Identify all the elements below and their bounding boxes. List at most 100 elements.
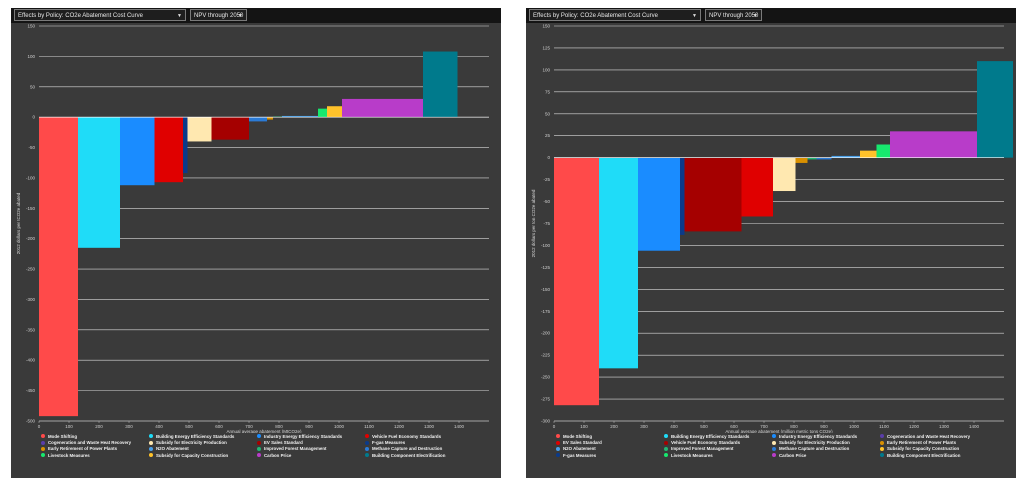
bar-vehicle-fuel-economy-standards[interactable] [684, 157, 742, 232]
x-tick-label: 200 [610, 424, 618, 429]
legend-item[interactable]: N2O Abatement [149, 446, 254, 452]
x-tick-label: 1300 [939, 424, 950, 429]
bar-industry-energy-efficiency-standards[interactable] [120, 117, 155, 186]
legend-label: Early Retirement of Power Plants [887, 440, 957, 446]
legend-label: Mode Shifting [563, 434, 593, 439]
y-tick-label: -400 [26, 358, 36, 363]
bar-subsidy-for-capacity-construction[interactable] [327, 106, 342, 118]
legend-item[interactable]: Cogeneration and Waste Heat Recovery [880, 434, 985, 440]
legend-item[interactable]: Subsidy for Electricity Production [772, 440, 877, 446]
legend-item[interactable]: Improved Forest Management [257, 446, 362, 452]
policy-select[interactable]: Effects by Policy: CO2e Abatement Cost C… [14, 9, 186, 21]
x-tick-label: 800 [275, 424, 283, 429]
legend-item[interactable]: Mode Shifting [41, 434, 146, 440]
legend-label: Mode Shifting [48, 434, 78, 439]
x-tick-label: 500 [185, 424, 193, 429]
legend-item[interactable]: Livestock Measures [664, 453, 769, 459]
legend-item[interactable]: Methane Capture and Destruction [772, 446, 877, 452]
legend-item[interactable]: Building Component Electrification [365, 453, 470, 459]
bar-n2o-abatement[interactable] [831, 155, 861, 158]
policy-select[interactable]: Effects by Policy: CO2e Abatement Cost C… [529, 9, 701, 21]
legend-label: Building Component Electrification [372, 452, 446, 458]
legend-item[interactable]: Early Retirement of Power Plants [880, 440, 985, 446]
legend-item[interactable]: Industry Energy Efficiency Standards [257, 434, 362, 440]
legend-item[interactable]: Building Component Electrification [880, 453, 985, 459]
y-tick-label: -250 [541, 375, 551, 380]
legend-label: Building Energy Efficiency Standards [671, 434, 750, 439]
legend-item[interactable]: Subsidy for Capacity Construction [149, 453, 254, 459]
legend-item[interactable]: EV Sales Standard [257, 440, 362, 446]
bar-industry-energy-efficiency-standards[interactable] [638, 157, 680, 251]
legend-label: Vehicle Fuel Economy Standards [671, 440, 741, 446]
bar-subsidy-for-capacity-construction[interactable] [860, 150, 877, 158]
y-tick-label: 150 [542, 24, 550, 29]
y-tick-label: 100 [27, 54, 35, 59]
bar-carbon-price[interactable] [342, 98, 423, 118]
bar-early-retirement-of-power-plants[interactable] [267, 117, 273, 120]
y-tick-label: -175 [541, 309, 551, 314]
metric-select[interactable]: NPV through 2050 ▼ [190, 9, 247, 21]
bar-building-energy-efficiency-standards[interactable] [599, 157, 638, 369]
y-tick-label: 25 [545, 133, 551, 138]
bar-f-gas-measures[interactable] [183, 117, 188, 174]
legend-swatch [880, 434, 884, 439]
bar-vehicle-fuel-economy-standards[interactable] [154, 117, 184, 183]
legend-item[interactable]: EV Sales Standard [556, 440, 661, 446]
legend-item[interactable]: Methane Capture and Destruction [365, 446, 470, 452]
bar-building-energy-efficiency-standards[interactable] [78, 117, 120, 248]
legend-item[interactable]: Industry Energy Efficiency Standards [772, 434, 877, 440]
legend-item[interactable]: Subsidy for Capacity Construction [880, 446, 985, 452]
legend-label: Subsidy for Capacity Construction [887, 446, 960, 452]
y-tick-label: -350 [26, 327, 36, 332]
bar-ev-sales-standard[interactable] [741, 157, 774, 217]
bar-methane-capture-and-destruction[interactable] [249, 117, 267, 122]
legend-swatch [556, 446, 560, 451]
legend-swatch [257, 446, 261, 451]
bar-carbon-price[interactable] [890, 131, 977, 158]
x-tick-label: 1000 [849, 424, 860, 429]
bar-mode-shifting[interactable] [39, 117, 78, 417]
legend-item[interactable]: Vehicle Fuel Economy Standards [664, 440, 769, 446]
bar-ev-sales-standard[interactable] [211, 117, 250, 140]
bar-early-retirement-of-power-plants[interactable] [795, 157, 808, 163]
legend-item[interactable]: Mode Shifting [556, 434, 661, 440]
bar-methane-capture-and-destruction[interactable] [816, 157, 832, 160]
y-tick-label: -50 [543, 199, 550, 204]
x-tick-label: 400 [670, 424, 678, 429]
legend-swatch [365, 452, 369, 457]
bar-subsidy-for-electricity-production[interactable] [773, 157, 796, 192]
legend-item[interactable]: F-gas Measures [365, 440, 470, 446]
bar-n2o-abatement[interactable] [282, 115, 318, 118]
bar-improved-forest-management[interactable] [807, 157, 817, 160]
legend-swatch [772, 446, 776, 451]
bar-f-gas-measures[interactable] [680, 157, 685, 235]
legend-item[interactable]: Building Energy Efficiency Standards [149, 434, 254, 440]
legend-label: Methane Capture and Destruction [779, 446, 850, 452]
legend-item[interactable]: Livestock Measures [41, 453, 146, 459]
metric-select[interactable]: NPV through 2050 ▼ [705, 9, 762, 21]
legend-swatch [556, 434, 560, 439]
legend-item[interactable]: Early Retirement of Power Plants [41, 446, 146, 452]
legend-item[interactable]: N2O Abatement [556, 446, 661, 452]
legend-item[interactable]: Carbon Price [257, 453, 362, 459]
bar-mode-shifting[interactable] [554, 157, 599, 406]
bar-building-component-electrification[interactable] [423, 51, 458, 118]
legend-swatch [556, 440, 560, 445]
legend-swatch [41, 434, 45, 439]
legend-swatch [149, 452, 153, 457]
bar-subsidy-for-electricity-production[interactable] [187, 117, 212, 142]
legend-label: EV Sales Standard [563, 440, 602, 446]
legend-item[interactable]: Subsidy for Electricity Production [149, 440, 254, 446]
legend-item[interactable]: Vehicle Fuel Economy Standards [365, 434, 470, 440]
legend-item[interactable]: Cogeneration and Waste Heat Recovery [41, 440, 146, 446]
bar-livestock-measures[interactable] [876, 144, 891, 158]
bar-building-component-electrification[interactable] [977, 61, 1013, 158]
bar-livestock-measures[interactable] [318, 108, 327, 118]
legend-label: Subsidy for Electricity Production [156, 440, 227, 446]
legend-item[interactable]: F-gas Measures [556, 453, 661, 459]
legend-item[interactable]: Carbon Price [772, 453, 877, 459]
chart-toolbar: Effects by Policy: CO2e Abatement Cost C… [526, 8, 1016, 23]
legend-item[interactable]: Building Energy Efficiency Standards [664, 434, 769, 440]
legend-item[interactable]: Improved Forest Management [664, 446, 769, 452]
y-tick-label: -150 [26, 206, 36, 211]
